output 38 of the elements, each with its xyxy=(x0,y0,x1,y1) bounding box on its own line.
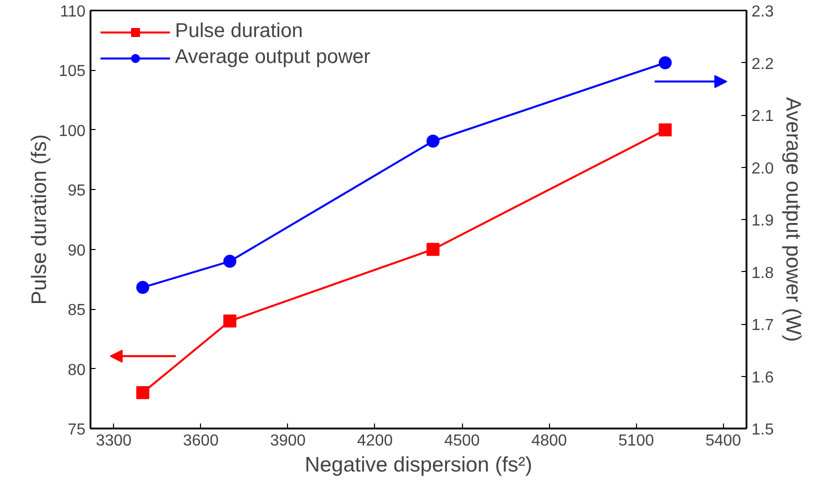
point xyxy=(658,123,672,136)
point xyxy=(223,314,236,328)
y2-axis-title: Average output power (W) xyxy=(782,97,805,342)
point xyxy=(223,254,236,268)
legend-label: Pulse duration xyxy=(175,20,303,43)
point xyxy=(658,56,672,70)
x-tick-label: 4800 xyxy=(531,432,568,450)
y-tick-label: 95 xyxy=(68,182,86,200)
y-tick-label: 105 xyxy=(58,63,86,80)
y2-tick-label: 1.5 xyxy=(752,422,774,438)
legend-label: Average output power xyxy=(175,46,370,69)
x-tick-label: 4200 xyxy=(357,432,393,450)
point xyxy=(136,280,150,294)
y2-tick-label: 2.1 xyxy=(752,108,774,125)
y2-tick-label: 2.0 xyxy=(752,160,774,178)
point xyxy=(426,134,440,148)
point xyxy=(136,386,150,400)
y2-tick-label: 1.7 xyxy=(752,317,774,334)
y-tick-label: 100 xyxy=(58,122,86,140)
y-tick-label: 110 xyxy=(60,4,86,20)
y2-tick-label: 1.9 xyxy=(752,212,774,230)
y2-tick-label: 2.3 xyxy=(752,4,774,20)
y-axis-title: Pulse duration (fs) xyxy=(28,134,51,305)
x-tick-label: 3900 xyxy=(270,432,306,450)
x-tick-label: 3600 xyxy=(183,432,219,450)
x-tick-label: 5400 xyxy=(705,432,742,450)
x-tick-label: 3300 xyxy=(96,432,132,450)
x-tick-label: 4500 xyxy=(444,432,480,450)
y2-tick-label: 1.6 xyxy=(752,369,774,386)
x-tick-label: 5100 xyxy=(618,432,654,450)
y2-tick-label: 1.8 xyxy=(752,264,774,282)
y-tick-label: 75 xyxy=(68,422,86,438)
y-tick-label: 90 xyxy=(68,242,86,260)
y-tick-label: 80 xyxy=(68,362,86,379)
x-axis-title: Negative dispersion (fs²) xyxy=(304,454,532,476)
y2-tick-label: 2.2 xyxy=(752,56,774,73)
y-tick-label: 85 xyxy=(68,302,86,320)
point xyxy=(426,242,440,256)
